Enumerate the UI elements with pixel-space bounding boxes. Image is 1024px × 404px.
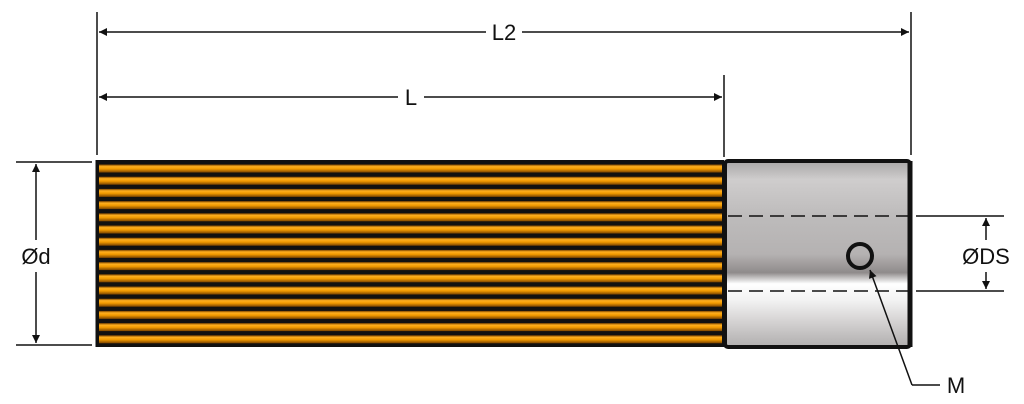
tooth-stripe [99,225,722,234]
ds-label: ØDS [962,244,1010,269]
tooth-stripe [99,262,722,271]
tooth-stripe [99,249,722,258]
tooth-stripe [99,237,722,246]
hub [723,159,913,349]
tooth-stripe [99,310,722,319]
toothed-body [95,160,724,347]
d-label: Ød [21,244,50,269]
l2-label: L2 [492,20,516,45]
tooth-stripe [99,323,722,332]
set-screw-hole-icon [846,242,874,270]
tooth-stripe [99,164,722,173]
m-leader-line [868,269,913,386]
tooth-stripe [99,335,722,344]
dimension-lines [16,12,1004,386]
tooth-stripe [99,176,722,185]
tooth-stripe [99,298,722,307]
hub-body [723,159,912,349]
tooth-stripe [99,188,722,197]
tooth-stripe [99,213,722,222]
m-label: M [947,373,965,398]
l-label: L [405,85,417,110]
tooth-stripe [99,274,722,283]
tooth-stripe [99,201,722,210]
tooth-stripe [99,286,722,295]
